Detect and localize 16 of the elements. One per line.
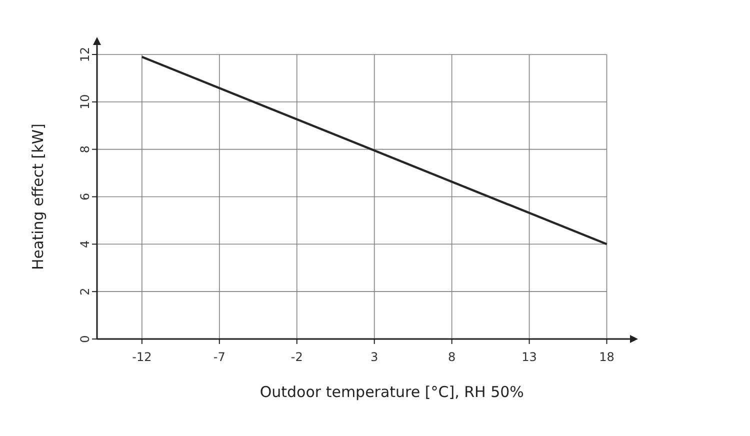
x-tick-label: 8 — [448, 350, 456, 364]
y-tick-label: 8 — [78, 146, 92, 154]
y-tick-label: 4 — [78, 240, 92, 248]
x-tick-label: -12 — [132, 350, 152, 364]
y-tick-label: 0 — [78, 335, 92, 343]
x-tick-label: 3 — [370, 350, 378, 364]
x-tick-label: -2 — [290, 350, 303, 364]
y-tick-label: 6 — [78, 192, 92, 201]
x-axis-title: Outdoor temperature [°C], RH 50% — [260, 383, 524, 401]
x-tick-label: 13 — [522, 350, 537, 364]
y-tick-label: 2 — [78, 288, 92, 296]
y-axis-title: Heating effect [kW] — [29, 124, 47, 270]
x-tick-label: -7 — [213, 350, 226, 364]
y-tick-label: 12 — [78, 46, 92, 62]
x-tick-label: 18 — [599, 350, 614, 364]
y-tick-label: 10 — [78, 94, 92, 110]
